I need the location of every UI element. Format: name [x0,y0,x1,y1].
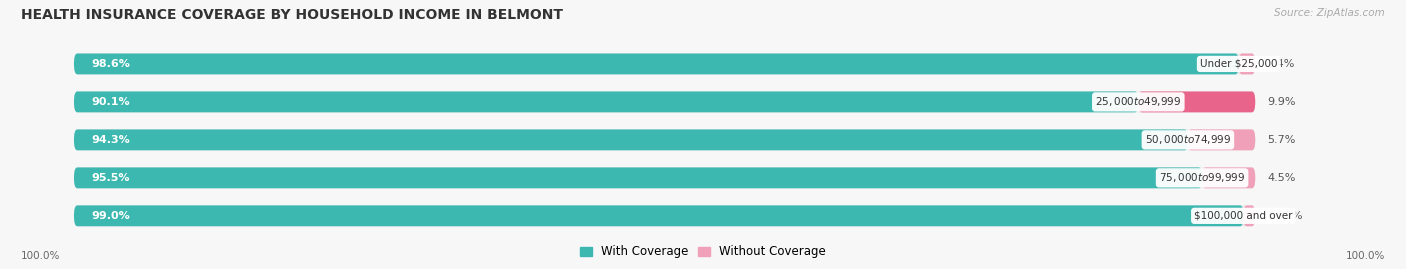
FancyBboxPatch shape [1139,91,1256,112]
Text: 94.3%: 94.3% [91,135,131,145]
Text: 100.0%: 100.0% [21,251,60,261]
FancyBboxPatch shape [75,91,1256,112]
FancyBboxPatch shape [1188,129,1256,150]
FancyBboxPatch shape [75,167,1256,188]
Text: 95.5%: 95.5% [91,173,131,183]
Text: 9.9%: 9.9% [1267,97,1295,107]
Text: 90.1%: 90.1% [91,97,131,107]
FancyBboxPatch shape [75,167,1202,188]
FancyBboxPatch shape [75,129,1188,150]
FancyBboxPatch shape [75,206,1243,226]
Text: $100,000 and over: $100,000 and over [1194,211,1292,221]
Text: $25,000 to $49,999: $25,000 to $49,999 [1095,95,1181,108]
Text: $75,000 to $99,999: $75,000 to $99,999 [1159,171,1246,184]
FancyBboxPatch shape [75,54,1256,74]
FancyBboxPatch shape [1243,206,1256,226]
Text: 100.0%: 100.0% [1346,251,1385,261]
FancyBboxPatch shape [75,91,1139,112]
Text: 5.7%: 5.7% [1267,135,1295,145]
Text: 1.4%: 1.4% [1267,59,1295,69]
Text: 0.99%: 0.99% [1267,211,1302,221]
Text: Source: ZipAtlas.com: Source: ZipAtlas.com [1274,8,1385,18]
Text: $50,000 to $74,999: $50,000 to $74,999 [1144,133,1232,146]
FancyBboxPatch shape [1239,54,1256,74]
Text: 98.6%: 98.6% [91,59,131,69]
Text: Under $25,000: Under $25,000 [1199,59,1278,69]
FancyBboxPatch shape [75,129,1256,150]
Text: HEALTH INSURANCE COVERAGE BY HOUSEHOLD INCOME IN BELMONT: HEALTH INSURANCE COVERAGE BY HOUSEHOLD I… [21,8,562,22]
FancyBboxPatch shape [1202,167,1256,188]
Text: 4.5%: 4.5% [1267,173,1295,183]
FancyBboxPatch shape [75,54,1239,74]
Text: 99.0%: 99.0% [91,211,131,221]
Legend: With Coverage, Without Coverage: With Coverage, Without Coverage [575,241,831,263]
FancyBboxPatch shape [75,206,1256,226]
